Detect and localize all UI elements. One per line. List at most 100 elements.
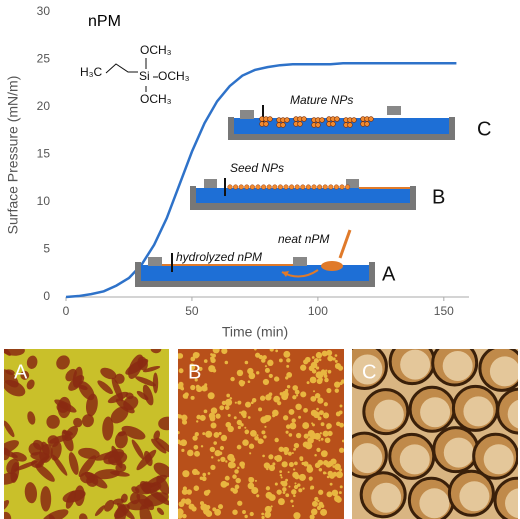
afm-texture — [285, 493, 290, 498]
chem-text: OCH₃ — [140, 92, 172, 106]
afm-texture — [209, 446, 216, 453]
afm-texture — [313, 390, 316, 393]
afm-texture — [507, 399, 518, 429]
afm-texture — [237, 466, 240, 470]
afm-texture — [196, 385, 203, 393]
afm-texture — [254, 349, 257, 351]
nanoparticles — [227, 184, 351, 190]
afm-texture — [178, 512, 183, 519]
bond — [105, 63, 138, 74]
nanoparticles — [259, 116, 374, 128]
afm-texture — [310, 409, 318, 417]
x-tick-label: 0 — [63, 304, 70, 318]
afm-texture — [237, 400, 242, 405]
afm-texture — [256, 434, 259, 437]
afm-texture — [306, 466, 314, 473]
particle — [249, 184, 255, 190]
particle — [227, 184, 233, 190]
afm-texture — [309, 514, 315, 519]
afm-texture — [196, 414, 201, 420]
afm-texture — [181, 498, 187, 504]
afm-texture — [217, 504, 224, 510]
afm-texture — [234, 401, 237, 404]
annotation: A — [382, 263, 396, 285]
afm-texture — [276, 489, 282, 495]
afm-texture — [192, 435, 198, 441]
afm-texture — [26, 379, 35, 390]
afm-texture — [242, 413, 247, 419]
afm-texture — [210, 407, 218, 414]
afm-texture — [279, 392, 284, 396]
afm-texture — [268, 373, 273, 379]
afm-texture — [463, 396, 494, 427]
afm-texture — [236, 444, 242, 450]
afm-texture — [226, 393, 231, 398]
afm-texture — [334, 381, 341, 388]
particle — [364, 121, 370, 127]
afm-texture — [287, 451, 292, 456]
particle — [233, 184, 239, 190]
afm-texture — [324, 472, 327, 475]
particle — [294, 184, 300, 190]
afm-texture — [313, 432, 321, 440]
afm-texture — [158, 416, 169, 431]
panel-label: B — [188, 361, 201, 383]
trough — [190, 186, 416, 210]
afm-texture — [234, 484, 240, 490]
afm-texture — [310, 485, 315, 490]
afm-texture — [82, 414, 94, 428]
afm-texture — [288, 433, 293, 437]
afm-texture — [203, 359, 208, 363]
afm-texture — [86, 475, 99, 487]
afm-texture — [178, 430, 180, 435]
afm-texture — [338, 468, 343, 472]
afm-texture — [135, 376, 156, 387]
afm-texture — [314, 462, 321, 469]
afm-texture — [314, 454, 317, 457]
afm-texture — [281, 390, 289, 398]
afm-texture — [207, 392, 215, 400]
barrier — [204, 179, 217, 188]
afm-texture — [290, 499, 294, 503]
afm-texture — [200, 445, 204, 448]
afm-texture — [459, 481, 490, 512]
afm-texture — [268, 464, 276, 472]
afm-texture — [336, 421, 341, 427]
particle — [277, 184, 283, 190]
x-axis-label: Time (min) — [222, 324, 288, 340]
afm-texture — [79, 513, 88, 519]
afm-texture — [244, 360, 249, 365]
afm-texture — [334, 354, 338, 357]
afm-texture — [214, 508, 222, 516]
afm-texture — [153, 462, 169, 478]
afm-texture — [285, 430, 289, 434]
afm-texture — [266, 467, 269, 471]
afm-texture — [225, 398, 233, 406]
afm-texture — [221, 400, 227, 406]
annotation: B — [432, 186, 445, 208]
afm-texture — [102, 416, 114, 441]
afm-texture — [181, 414, 188, 421]
barrier — [148, 257, 162, 266]
afm-texture — [317, 397, 324, 404]
afm-texture — [400, 349, 431, 380]
afm-texture — [192, 351, 200, 359]
afm-texture — [247, 416, 251, 419]
afm-texture — [244, 429, 250, 435]
afm-texture — [180, 387, 185, 391]
afm-texture — [248, 443, 255, 449]
afm-texture — [190, 384, 196, 391]
particle — [300, 184, 306, 190]
particle — [322, 184, 328, 190]
particle — [238, 184, 244, 190]
afm-texture — [194, 378, 198, 382]
afm-texture — [315, 371, 323, 379]
trough — [135, 262, 375, 287]
afm-texture — [288, 408, 295, 415]
afm-texture — [4, 440, 19, 455]
afm-texture — [277, 498, 285, 506]
afm-texture — [186, 489, 193, 495]
afm-texture — [210, 356, 215, 361]
afm-texture — [251, 486, 259, 495]
